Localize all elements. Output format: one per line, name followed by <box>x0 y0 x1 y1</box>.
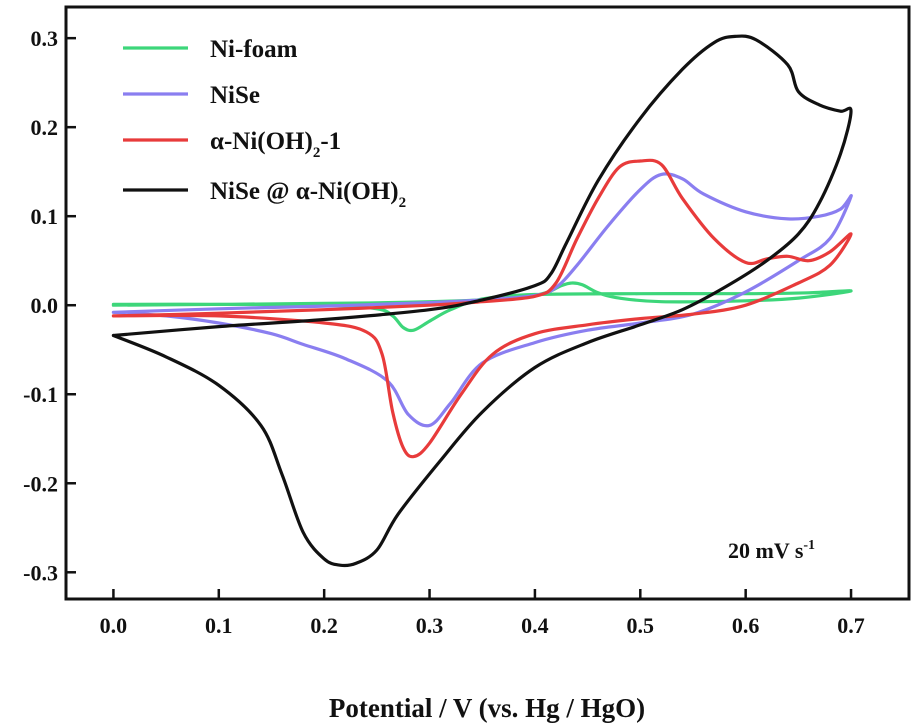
scan-rate-superscript: -1 <box>803 538 815 553</box>
legend-label-sub-3: 2 <box>399 195 407 211</box>
x-tick-label-4: 0.4 <box>521 613 549 638</box>
legend-label-1: NiSe <box>210 82 260 109</box>
series-line-3 <box>111 34 853 568</box>
curves-group <box>111 34 853 568</box>
x-tick-label-1: 0.1 <box>205 613 233 638</box>
legend-label-main-1: NiSe <box>210 82 260 109</box>
y-tick-label-0: -0.3 <box>23 560 58 585</box>
legend-label-0: Ni-foam <box>210 36 298 63</box>
legend-label-sub-2: 2 <box>313 145 321 161</box>
x-tick-label-6: 0.6 <box>732 613 760 638</box>
y-tick-label-1: -0.2 <box>23 471 58 496</box>
legend-label-3: NiSe @ α-Ni(OH)2 <box>210 178 406 211</box>
x-tick-label-0: 0.0 <box>100 613 128 638</box>
scan-rate-annotation: 20 mV s-1 <box>728 538 815 563</box>
legend-label-2: α-Ni(OH)2-1 <box>210 128 341 161</box>
legend-label-main-3: NiSe @ α-Ni(OH) <box>210 178 399 205</box>
legend-label-main-2: α-Ni(OH) <box>210 128 313 155</box>
plot-frame <box>64 5 911 601</box>
x-axis-title: Potential / V (vs. Hg / HgO) <box>329 693 645 723</box>
x-tick-label-5: 0.5 <box>627 613 655 638</box>
y-tick-label-6: 0.3 <box>31 26 59 51</box>
x-tick-label-2: 0.2 <box>310 613 338 638</box>
x-tick-label-3: 0.3 <box>416 613 444 638</box>
y-tick-label-2: -0.1 <box>23 382 58 407</box>
series-line-2 <box>111 158 853 459</box>
scan-rate-text: 20 mV s <box>728 538 804 563</box>
legend-label-main-0: Ni-foam <box>210 36 298 63</box>
x-tick-label-7: 0.7 <box>837 613 865 638</box>
axes-group: 0.0 0.1 0.2 0.3 0.4 0.5 0.6 0.7 -0.3 -0.2 -0.1 0.0 0… <box>23 26 865 638</box>
y-tick-label-3: 0.0 <box>31 293 59 318</box>
y-tick-label-4: 0.1 <box>31 204 59 229</box>
legend-label-tail-2: -1 <box>320 128 341 155</box>
y-tick-label-5: 0.2 <box>31 115 59 140</box>
